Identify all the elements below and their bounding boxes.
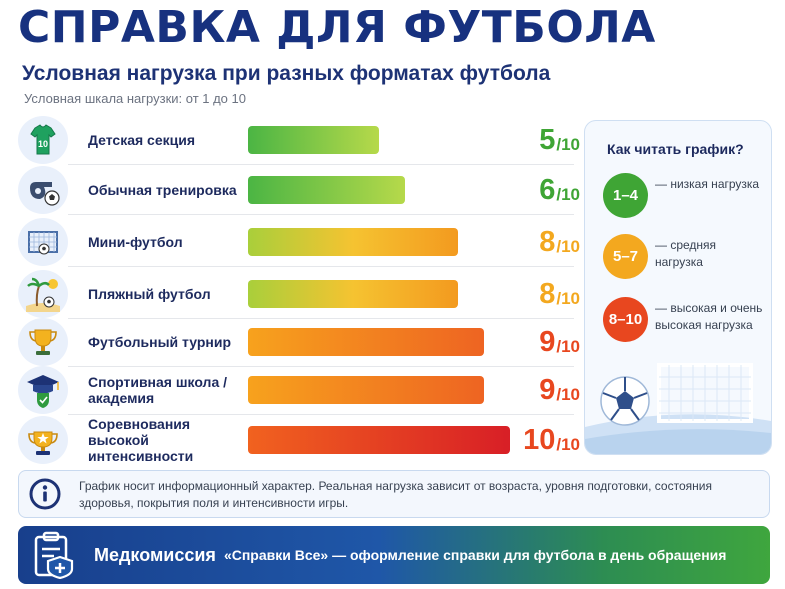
score-label: 6/10 xyxy=(484,166,580,214)
row-divider xyxy=(68,366,574,367)
chart-row: Соревнования высокой интенсивности 10/10 xyxy=(18,415,580,465)
category-label: Детская секция xyxy=(88,131,196,148)
bar xyxy=(248,328,484,356)
footer-text: «Справки Все» — оформление справки для ф… xyxy=(223,547,727,563)
bar-track xyxy=(248,328,510,356)
bar-track xyxy=(248,280,510,308)
page-title: СПРАВКА ДЛЯ ФУТБОЛА xyxy=(18,2,656,53)
legend-item-medium: 5–7 — средняя нагрузка xyxy=(603,234,769,280)
score-label: 9/10 xyxy=(484,366,580,414)
score-value: 8 xyxy=(539,225,556,258)
chart-row: Пляжный футбол 8/10 xyxy=(18,270,580,319)
legend-range-low: 1–4 xyxy=(603,173,648,218)
soccer-ball-icon xyxy=(600,376,650,426)
bar xyxy=(248,376,484,404)
chart-row: Обычная тренировка 6/10 xyxy=(18,166,580,215)
score-suffix: /10 xyxy=(556,184,580,204)
bar-track xyxy=(248,228,510,256)
legend-range-medium: 5–7 xyxy=(603,234,648,279)
medical-clipboard-icon xyxy=(34,531,74,579)
category-label: Обычная тренировка xyxy=(88,181,237,198)
info-icon xyxy=(29,478,61,510)
bar-track xyxy=(248,126,510,154)
score-suffix: /10 xyxy=(556,236,580,256)
legend-text-low: — низкая нагрузка xyxy=(655,177,760,191)
score-value: 8 xyxy=(539,277,556,310)
score-suffix: /10 xyxy=(556,336,580,356)
row-divider xyxy=(68,318,574,319)
category-label: Спортивная школа / академия xyxy=(88,373,228,406)
bar-track xyxy=(248,426,510,454)
bar xyxy=(248,126,379,154)
category-label: Соревнования высокой интенсивности xyxy=(88,415,194,465)
chart-subtitle: Условная нагрузка при разных форматах фу… xyxy=(22,62,551,85)
legend-item-low: 1–4 — низкая нагрузка xyxy=(603,173,769,219)
svg-text:10: 10 xyxy=(38,139,48,149)
info-box: График носит информационный характер. Ре… xyxy=(18,470,770,518)
bar xyxy=(248,426,510,454)
category-label: Футбольный турнир xyxy=(88,333,231,350)
legend-text-high: — высокая и очень высокая нагрузка xyxy=(655,301,763,332)
scale-note: Условная шкала нагрузки: от 1 до 10 xyxy=(24,91,246,106)
bar xyxy=(248,228,458,256)
score-suffix: /10 xyxy=(556,434,580,454)
legend-title: Как читать график? xyxy=(607,141,744,157)
legend-range-high: 8–10 xyxy=(603,297,648,342)
graduation-cap-icon xyxy=(18,366,68,414)
score-suffix: /10 xyxy=(556,288,580,308)
score-label: 10/10 xyxy=(484,416,580,464)
goal-icon xyxy=(18,218,68,266)
score-value: 9 xyxy=(539,325,556,358)
whistle-icon xyxy=(18,166,68,214)
chart-row: Спортивная школа / академия 9/10 xyxy=(18,366,580,415)
bar xyxy=(248,176,406,204)
info-text: График носит информационный характер. Ре… xyxy=(79,479,712,511)
score-value: 9 xyxy=(539,373,556,406)
score-label: 8/10 xyxy=(484,270,580,318)
chart-row: 10 Детская секция 5/10 xyxy=(18,116,580,165)
goal-net-icon xyxy=(657,363,753,423)
score-suffix: /10 xyxy=(556,134,580,154)
bar xyxy=(248,280,458,308)
category-label: Мини-футбол xyxy=(88,233,183,250)
legend-panel: Как читать график? 1–4 — низкая нагрузка… xyxy=(584,120,772,455)
trophy-icon xyxy=(18,318,68,366)
chart-row: Мини-футбол 8/10 xyxy=(18,218,580,267)
score-label: 8/10 xyxy=(484,218,580,266)
score-value: 10 xyxy=(523,423,556,456)
row-divider xyxy=(68,266,574,267)
legend-item-high: 8–10 — высокая и очень высокая нагрузка xyxy=(603,297,769,343)
footer-banner: Медкомиссия «Справки Все» — оформление с… xyxy=(18,526,770,584)
jersey-icon: 10 xyxy=(18,116,68,164)
footer-brand: Медкомиссия xyxy=(94,544,216,565)
score-value: 5 xyxy=(539,123,556,156)
score-suffix: /10 xyxy=(556,384,580,404)
chart-row: Футбольный турнир 9/10 xyxy=(18,318,580,367)
score-label: 5/10 xyxy=(484,116,580,164)
score-value: 6 xyxy=(539,173,556,206)
legend-text-medium: — средняя нагрузка xyxy=(655,238,717,269)
category-label: Пляжный футбол xyxy=(88,285,211,302)
row-divider xyxy=(68,414,574,415)
beach-icon xyxy=(18,270,68,318)
score-label: 9/10 xyxy=(484,318,580,366)
row-divider xyxy=(68,214,574,215)
row-divider xyxy=(68,164,574,165)
field-illustration xyxy=(585,363,771,454)
cup-star-icon xyxy=(18,416,68,464)
bar-track xyxy=(248,176,510,204)
bar-track xyxy=(248,376,510,404)
